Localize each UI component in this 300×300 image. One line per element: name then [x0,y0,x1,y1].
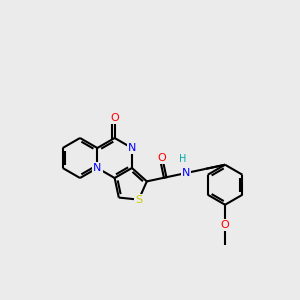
Text: O: O [158,153,167,163]
Text: O: O [221,220,230,230]
Text: N: N [93,163,101,173]
Text: O: O [110,113,119,123]
Text: H: H [179,154,187,164]
Text: N: N [182,168,190,178]
Text: S: S [135,195,142,205]
Text: N: N [128,143,136,153]
